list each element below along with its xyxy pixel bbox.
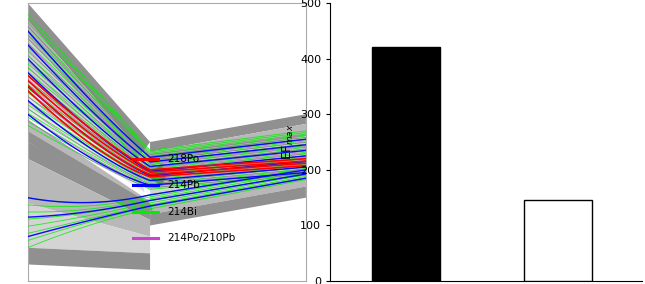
- Text: 214Po/210Pb: 214Po/210Pb: [167, 233, 235, 243]
- Polygon shape: [28, 120, 150, 203]
- Text: 214Bi: 214Bi: [167, 206, 197, 217]
- Polygon shape: [28, 75, 144, 192]
- Y-axis label: EF$_{max}$: EF$_{max}$: [281, 124, 296, 160]
- Polygon shape: [28, 203, 150, 253]
- Polygon shape: [147, 164, 167, 187]
- Polygon shape: [150, 114, 306, 152]
- Polygon shape: [150, 124, 306, 164]
- Polygon shape: [28, 248, 150, 270]
- Polygon shape: [150, 136, 306, 204]
- Text: 218Po: 218Po: [167, 154, 199, 164]
- Polygon shape: [28, 36, 144, 192]
- Polygon shape: [150, 187, 306, 225]
- Polygon shape: [28, 131, 153, 212]
- Bar: [372, 47, 441, 281]
- Polygon shape: [28, 159, 150, 237]
- Polygon shape: [150, 177, 306, 214]
- Polygon shape: [28, 20, 142, 160]
- Polygon shape: [28, 3, 150, 153]
- Bar: [524, 201, 592, 281]
- Polygon shape: [28, 142, 150, 220]
- Text: 214Pb: 214Pb: [167, 180, 199, 190]
